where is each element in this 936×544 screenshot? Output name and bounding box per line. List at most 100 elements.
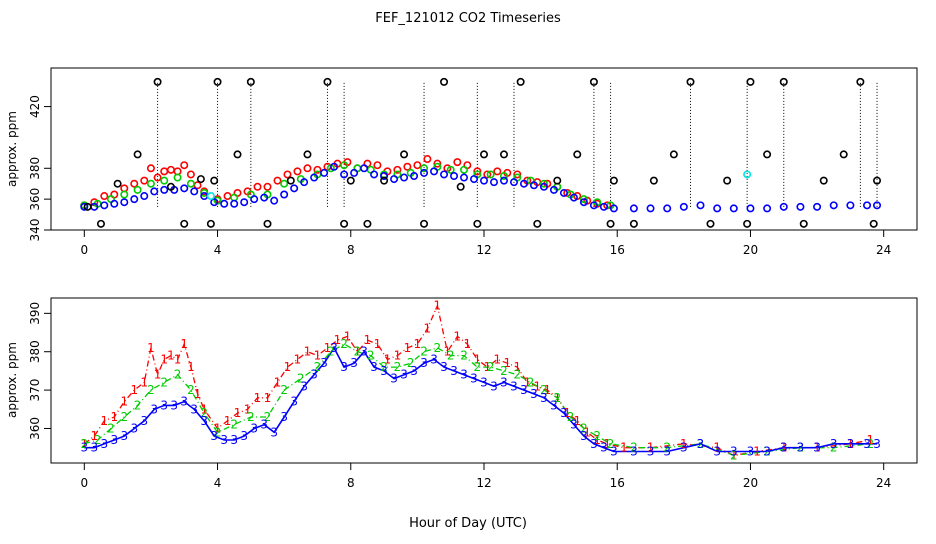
series-1-marker: 1: [344, 329, 352, 343]
black-point: [303, 150, 312, 159]
series-2-marker: 2: [474, 360, 482, 374]
blue-point: [150, 187, 159, 196]
blue-point: [360, 164, 369, 173]
green-point: [133, 185, 142, 194]
series-3-marker: 3: [270, 425, 278, 439]
blue-point: [696, 201, 705, 210]
blue-point: [609, 204, 618, 213]
series-1-marker: 1: [100, 414, 108, 428]
series-1-marker: 1: [620, 441, 628, 455]
green-point: [446, 165, 455, 174]
blue-point: [400, 173, 409, 182]
series-2-marker: 2: [340, 337, 348, 351]
blue-point: [210, 198, 219, 207]
series-3-marker: 3: [730, 444, 738, 458]
series-1-marker: 1: [647, 441, 655, 455]
blue-point: [729, 204, 738, 213]
red-point: [283, 170, 292, 179]
series-2-marker: 2: [247, 410, 255, 424]
top-panel: approx. ppm 0 4 8 12 16 20 24 340 360 380 420: [5, 67, 918, 257]
blue-point: [679, 202, 688, 211]
series-3-marker: 3: [400, 368, 408, 382]
blue-point: [489, 178, 498, 187]
series-2-marker: 2: [80, 437, 88, 451]
series-3-marker: 3: [747, 444, 755, 458]
green-point: [579, 195, 588, 204]
black-point: [746, 77, 755, 86]
x-tick-label: 8: [347, 476, 355, 490]
series-1-marker: 1: [394, 349, 402, 363]
series-3-marker: 3: [490, 379, 498, 393]
blue-point: [559, 188, 568, 197]
series-2-marker: 2: [500, 364, 508, 378]
red-point: [453, 158, 462, 167]
green-point: [146, 179, 155, 188]
blue-point: [270, 196, 279, 205]
black-point: [606, 219, 615, 228]
x-tick-label: 20: [743, 476, 758, 490]
series-1-marker: 1: [187, 360, 195, 374]
series-2-marker: 2: [297, 372, 305, 386]
series-3-marker: 3: [847, 437, 855, 451]
series-1-marker: 1: [334, 333, 342, 347]
cyan-point: [206, 192, 215, 201]
black-point: [180, 219, 189, 228]
blue-point: [863, 201, 872, 210]
red-point: [393, 165, 402, 174]
series-1-marker: 1: [503, 356, 511, 370]
series-2-marker: 2: [567, 410, 575, 424]
series-1-marker: 1: [553, 391, 561, 405]
series-3-marker: 3: [713, 444, 721, 458]
series-3-marker: 3: [110, 433, 118, 447]
blue-point: [460, 173, 469, 182]
series-2-marker: 2: [580, 421, 588, 435]
series-3-marker: 3: [390, 372, 398, 386]
blue-point: [320, 168, 329, 177]
red-point: [186, 170, 195, 179]
blue-point: [240, 198, 249, 207]
series-1-marker: 1: [234, 406, 242, 420]
black-point: [263, 219, 272, 228]
series-2-marker: 2: [730, 448, 738, 462]
black-point: [340, 219, 349, 228]
series-2-marker: 2: [867, 437, 875, 451]
series-1-marker: 1: [713, 441, 721, 455]
black-point: [869, 219, 878, 228]
x-tick-label: 12: [476, 476, 491, 490]
green-point: [186, 179, 195, 188]
x-tick-label: 20: [743, 243, 758, 257]
series-1-marker: 1: [780, 441, 788, 455]
series-1-marker: 1: [90, 429, 98, 443]
series-2-marker: 2: [160, 375, 168, 389]
black-point: [533, 219, 542, 228]
red-point: [153, 173, 162, 182]
blue-point: [100, 201, 109, 210]
series-1-marker: 1: [573, 414, 581, 428]
blue-point: [180, 184, 189, 193]
black-point: [499, 150, 508, 159]
red-point: [193, 181, 202, 190]
blue-point: [499, 176, 508, 185]
series-1-marker: 1: [200, 402, 208, 416]
series-3-marker: 3: [340, 360, 348, 374]
green-point: [340, 161, 349, 170]
x-tick-label: 4: [214, 476, 222, 490]
series-3-marker: 3: [430, 352, 438, 366]
black-point: [323, 77, 332, 86]
series-2-marker: 2: [460, 349, 468, 363]
series-1-marker: 1: [680, 437, 688, 451]
red-point: [293, 167, 302, 176]
black-point: [166, 182, 175, 191]
series-3-marker: 3: [310, 368, 318, 382]
blue-point: [410, 172, 419, 181]
series-2-marker: 2: [553, 391, 561, 405]
series-1-marker: 1: [324, 341, 332, 355]
series-3-marker: 3: [210, 429, 218, 443]
series-2-marker: 2: [540, 383, 548, 397]
series-2-marker: 2: [394, 360, 402, 374]
series-3-marker: 3: [550, 398, 558, 412]
series-3-marker: 3: [590, 437, 598, 451]
series-3-marker: 3: [200, 414, 208, 428]
blue-point: [310, 173, 319, 182]
